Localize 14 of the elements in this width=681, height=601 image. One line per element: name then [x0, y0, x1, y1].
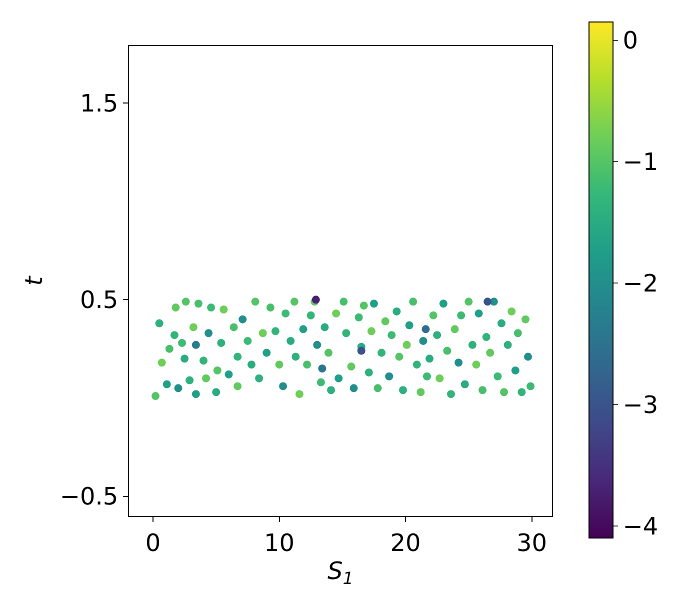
y-tick-label: 0.5: [80, 286, 118, 314]
y-tick-label: 1.5: [80, 89, 118, 118]
x-tick-label: 0: [145, 528, 161, 557]
x-tick-label: 10: [264, 528, 295, 557]
y-axis-title: t: [20, 274, 48, 286]
color-bar-label: 0: [622, 26, 638, 55]
x-tick-label: 30: [516, 528, 548, 557]
y-tick-label: −0.5: [60, 482, 118, 511]
x-axis-title: S$_{1}$: [328, 557, 354, 588]
color-bar-label: −4: [622, 512, 658, 540]
color-bar-label: −1: [622, 148, 658, 176]
color-bar-label: −2: [622, 270, 658, 298]
x-tick-label: 20: [390, 528, 421, 557]
color-bar-label: −3: [622, 390, 658, 419]
